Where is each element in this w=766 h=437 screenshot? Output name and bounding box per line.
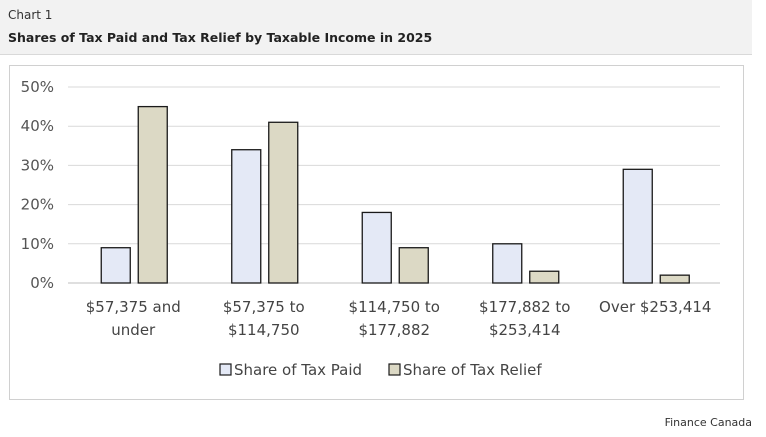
- x-category-label: $57,375 to: [223, 298, 305, 316]
- y-tick-label: 40%: [21, 117, 54, 135]
- chart-number-label: Chart 1: [8, 8, 53, 22]
- chart-title: Shares of Tax Paid and Tax Relief by Tax…: [8, 30, 433, 45]
- bar-tax-paid: [361, 211, 392, 284]
- y-tick-label: 50%: [21, 78, 54, 96]
- gridlines: [68, 86, 720, 284]
- bar-tax-relief: [659, 274, 690, 284]
- bar-tax-paid: [100, 247, 131, 284]
- y-tick-label: 30%: [21, 156, 54, 174]
- legend-label-tax-paid: Share of Tax Paid: [234, 361, 362, 379]
- x-category-label: $114,750 to: [349, 298, 440, 316]
- legend-swatch-tax-relief: [388, 363, 401, 376]
- x-category-label: $253,414: [489, 321, 561, 339]
- y-axis-ticks: 0% 10% 20% 30% 40% 50%: [21, 78, 54, 292]
- x-category-label: $57,375 and: [86, 298, 181, 316]
- bar-tax-paid: [622, 168, 653, 284]
- bar-tax-paid: [492, 243, 523, 284]
- x-axis-categories: $57,375 and under $57,375 to $114,750 $114,7…: [86, 298, 712, 339]
- x-category-label: Over $253,414: [599, 298, 711, 316]
- y-tick-label: 10%: [21, 235, 54, 253]
- bar-tax-relief: [268, 121, 299, 284]
- x-category-label: under: [111, 321, 156, 339]
- bar-tax-relief: [137, 105, 168, 284]
- bar-tax-relief: [398, 247, 429, 284]
- bars: [100, 105, 690, 284]
- legend-label-tax-relief: Share of Tax Relief: [403, 361, 542, 379]
- chart-header: Chart 1 Shares of Tax Paid and Tax Relie…: [0, 0, 752, 55]
- x-category-label: $177,882 to: [479, 298, 570, 316]
- y-tick-label: 0%: [30, 274, 54, 292]
- x-category-label: $177,882: [358, 321, 430, 339]
- x-category-label: $114,750: [228, 321, 300, 339]
- legend-swatch-tax-paid: [219, 363, 232, 376]
- y-tick-label: 20%: [21, 196, 54, 214]
- bar-tax-paid: [231, 149, 262, 284]
- source-credit: Finance Canada: [664, 416, 752, 429]
- bar-tax-relief: [529, 270, 560, 284]
- legend: Share of Tax Paid Share of Tax Relief: [219, 361, 542, 379]
